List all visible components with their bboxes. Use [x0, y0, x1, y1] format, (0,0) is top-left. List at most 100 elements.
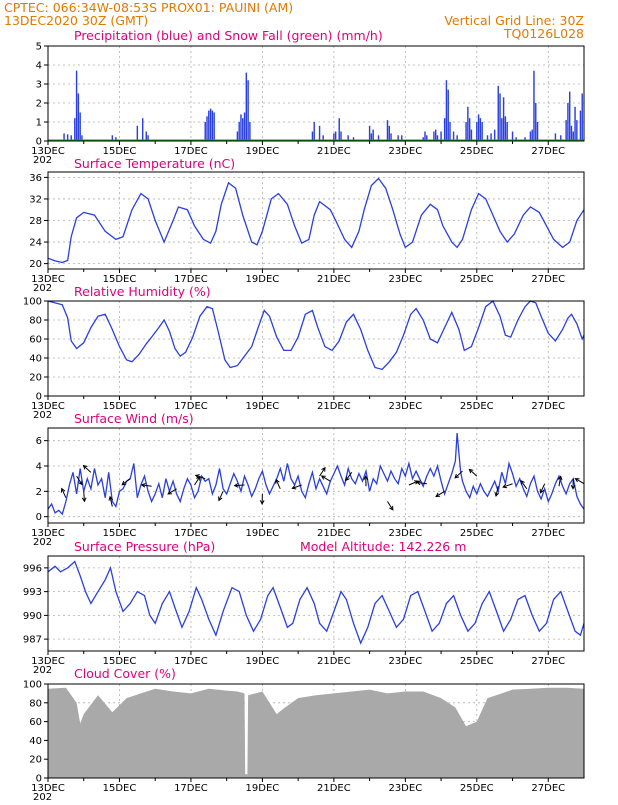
- temperature-xtick-label: 25DEC: [460, 274, 494, 285]
- precip-bar: [501, 118, 502, 141]
- humidity-ytick-label: 100: [23, 297, 42, 308]
- precip-bar: [571, 126, 572, 141]
- humidity-title: Relative Humidity (%): [74, 284, 211, 299]
- humidity-year-fragment: 202: [33, 410, 52, 421]
- precip-xtick-label: 27DEC: [531, 146, 565, 157]
- temperature-ytick-label: 32: [29, 194, 42, 205]
- cloud-ytick-label: 80: [29, 698, 42, 709]
- precip-bar: [535, 103, 536, 141]
- pressure-xtick-label: 17DEC: [174, 656, 208, 667]
- wind-title: Surface Wind (m/s): [74, 411, 194, 426]
- precip-bar: [244, 113, 245, 142]
- temperature-xtick-label: 23DEC: [388, 274, 422, 285]
- precip-bar: [319, 126, 320, 141]
- cloud-ytick-label: 100: [23, 680, 42, 691]
- cloud-xtick-label: 27DEC: [531, 783, 565, 794]
- wind-xtick-label: 27DEC: [531, 528, 565, 539]
- precip-bar: [449, 122, 450, 141]
- precip-bar: [78, 94, 79, 142]
- pressure-xtick-label: 15DEC: [103, 656, 137, 667]
- precip-bar: [465, 122, 466, 141]
- precip-bar: [506, 122, 507, 141]
- cloud-cover-area: [48, 688, 584, 778]
- precip-bar: [247, 80, 248, 141]
- precip-bar: [205, 122, 206, 141]
- model-altitude-label: Model Altitude: 142.226 m: [300, 539, 466, 554]
- cloud-xtick-label: 15DEC: [103, 783, 137, 794]
- wind-frame: [48, 428, 584, 523]
- humidity-ytick-label: 40: [29, 354, 42, 365]
- header-run-time: 13DEC2020 30Z (GMT): [4, 13, 148, 28]
- precip-bar: [476, 122, 477, 141]
- cloud-title: Cloud Cover (%): [74, 666, 176, 681]
- precip-bar: [213, 113, 214, 142]
- wind-ytick-label: 6: [36, 436, 42, 447]
- temperature-ytick-label: 36: [29, 173, 42, 184]
- pressure-ytick-label: 990: [23, 611, 42, 622]
- cloud-xtick-label: 23DEC: [388, 783, 422, 794]
- precip-bar: [238, 122, 239, 141]
- precip-bar: [531, 130, 532, 141]
- temperature-xtick-label: 27DEC: [531, 274, 565, 285]
- precip-bar: [435, 130, 436, 141]
- precip-bar: [76, 71, 77, 141]
- precip-bar: [242, 118, 243, 141]
- precip-bar: [369, 126, 370, 141]
- precip-bar: [339, 118, 340, 141]
- precip-bar: [569, 92, 570, 141]
- precip-bar: [499, 94, 500, 142]
- precip-bar: [447, 90, 448, 141]
- pressure-xtick-label: 21DEC: [317, 656, 351, 667]
- precip-bar: [313, 122, 314, 141]
- precip-bar: [240, 114, 241, 141]
- pressure-xtick-label: 23DEC: [388, 656, 422, 667]
- precip-bar: [74, 118, 75, 141]
- precip-bar: [480, 118, 481, 141]
- precip-bar: [478, 114, 479, 141]
- cloud-year-fragment: 202: [33, 792, 52, 800]
- precip-bar: [372, 130, 373, 141]
- precip-bar: [567, 103, 568, 141]
- humidity-xtick-label: 25DEC: [460, 401, 494, 412]
- precip-year-fragment: 202: [33, 155, 52, 166]
- precip-bar: [494, 130, 495, 141]
- precip-bar: [79, 113, 80, 142]
- wind-ytick-label: 4: [36, 462, 42, 473]
- precip-ytick-label: 5: [36, 42, 42, 53]
- wind-year-fragment: 202: [33, 537, 52, 548]
- temperature-ytick-label: 28: [29, 216, 42, 227]
- pressure-ytick-label: 993: [23, 587, 42, 598]
- precip-bar: [206, 116, 207, 141]
- wind-xtick-label: 25DEC: [460, 528, 494, 539]
- wind-xtick-label: 15DEC: [103, 528, 137, 539]
- temperature-ytick-label: 24: [29, 238, 42, 249]
- precip-bar: [581, 94, 582, 142]
- precip-bar: [389, 126, 390, 141]
- pressure-xtick-label: 19DEC: [246, 656, 280, 667]
- wind-xtick-label: 23DEC: [388, 528, 422, 539]
- precip-bar: [565, 120, 566, 141]
- pressure-year-fragment: 202: [33, 665, 52, 676]
- temperature-ytick-label: 20: [29, 259, 42, 270]
- pressure-xtick-label: 25DEC: [460, 656, 494, 667]
- precip-bar: [498, 86, 499, 141]
- precip-bar: [210, 109, 211, 141]
- cloud-xtick-label: 21DEC: [317, 783, 351, 794]
- precip-xtick-label: 23DEC: [388, 146, 422, 157]
- precip-bar: [574, 107, 575, 141]
- wind-ytick-label: 0: [36, 512, 42, 523]
- precip-ytick-label: 4: [36, 61, 42, 72]
- precip-xtick-label: 19DEC: [246, 146, 280, 157]
- precip-ytick-label: 3: [36, 80, 42, 91]
- precip-bar: [444, 118, 445, 141]
- precip-xtick-label: 21DEC: [317, 146, 351, 157]
- precip-bar: [471, 130, 472, 141]
- precip-bar: [208, 111, 209, 141]
- cloud-ytick-label: 20: [29, 755, 42, 766]
- temperature-year-fragment: 202: [33, 283, 52, 294]
- header-model-code: TQ0126L028: [503, 26, 584, 41]
- temperature-xtick-label: 15DEC: [103, 274, 137, 285]
- pressure-ytick-label: 996: [23, 563, 42, 574]
- precip-xtick-label: 25DEC: [460, 146, 494, 157]
